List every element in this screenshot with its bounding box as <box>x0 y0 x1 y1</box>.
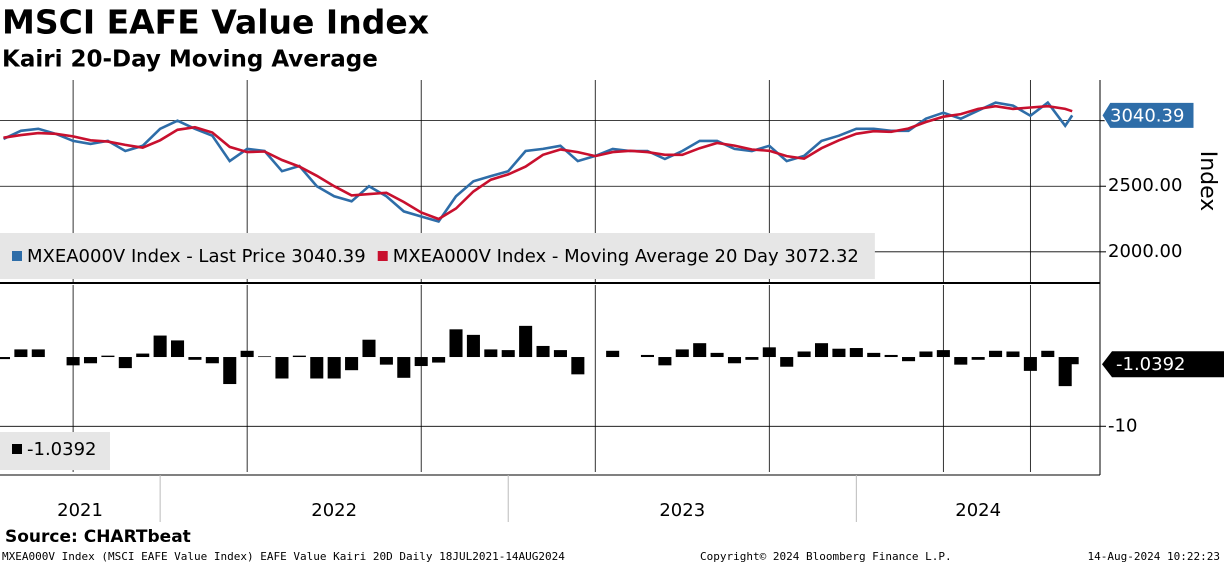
bar <box>188 357 202 360</box>
chart-subtitle: Kairi 20-Day Moving Average <box>2 47 378 73</box>
last-value-label: 3040.39 <box>1110 105 1184 126</box>
bar <box>484 349 498 358</box>
bar <box>553 350 567 358</box>
bar <box>379 357 393 365</box>
bar <box>797 351 811 358</box>
bar <box>727 357 742 364</box>
x-tick-label: 2024 <box>955 500 1001 521</box>
legend-label: MXEA000V Index - Moving Average 20 Day 3… <box>393 246 859 267</box>
bar <box>762 347 776 358</box>
bar <box>101 355 115 358</box>
bar <box>832 348 846 358</box>
bar <box>884 354 898 358</box>
line-series <box>3 104 1073 221</box>
legend-swatch <box>377 251 388 261</box>
bar <box>205 357 219 364</box>
bar <box>223 357 237 385</box>
legend-background <box>0 233 875 279</box>
bar <box>640 354 654 358</box>
bar <box>292 355 306 358</box>
bar <box>745 357 759 360</box>
y-axis-label: Index <box>1195 151 1220 212</box>
bar <box>345 357 359 371</box>
bar <box>153 335 167 358</box>
chart-title: MSCI EAFE Value Index <box>2 3 429 42</box>
last-value-tag <box>1102 351 1224 378</box>
bar <box>501 350 515 358</box>
bar <box>710 352 724 358</box>
bar <box>814 343 829 358</box>
bar <box>258 356 272 358</box>
bar <box>14 349 28 358</box>
bar <box>971 357 985 360</box>
description: MXEA000V Index (MSCI EAFE Value Index) E… <box>2 550 565 563</box>
bar <box>536 345 550 358</box>
bar <box>1023 357 1037 371</box>
y-tick-label: 2000.00 <box>1108 241 1182 262</box>
bar <box>275 357 289 379</box>
bar <box>1041 350 1055 358</box>
bar <box>936 350 950 358</box>
last-value-label: -1.0392 <box>1116 354 1185 375</box>
bar <box>466 334 480 358</box>
bar <box>362 339 376 358</box>
bar <box>675 349 689 358</box>
bar <box>310 357 324 379</box>
bar <box>519 325 533 358</box>
bar <box>606 350 620 358</box>
bar <box>1058 357 1072 387</box>
y-tick-label: 2500.00 <box>1108 175 1182 196</box>
bar <box>432 357 446 363</box>
bar <box>414 357 428 367</box>
bar <box>989 350 1003 358</box>
legend-swatch <box>12 251 22 261</box>
x-tick-label: 2023 <box>659 500 705 521</box>
bar <box>1006 351 1020 358</box>
timestamp: 14-Aug-2024 10:22:23 <box>1088 550 1220 563</box>
bar <box>0 357 11 360</box>
bar <box>449 329 463 358</box>
legend-label: MXEA000V Index - Last Price 3040.39 <box>27 246 366 267</box>
legend-swatch <box>12 444 22 454</box>
bar <box>1065 357 1079 365</box>
x-tick-label: 2022 <box>311 500 357 521</box>
source: Source: CHARTbeat <box>5 527 191 547</box>
bar <box>240 350 254 358</box>
bar <box>397 357 411 378</box>
bar <box>66 357 80 366</box>
bar <box>31 349 45 358</box>
bar <box>327 357 341 379</box>
bar <box>136 353 150 358</box>
bar <box>83 357 98 364</box>
bar <box>118 357 132 369</box>
legend: MXEA000V Index - Last Price 3040.39 MXEA0… <box>0 233 875 279</box>
last-value-tag <box>1101 101 1195 129</box>
bar <box>780 357 794 367</box>
bar <box>919 351 933 358</box>
copyright: Copyright© 2024 Bloomberg Finance L.P. <box>700 550 952 563</box>
bar <box>571 357 585 375</box>
bar <box>171 340 185 358</box>
bar <box>658 357 672 366</box>
bar <box>693 343 707 358</box>
bar <box>849 348 863 358</box>
bar <box>902 357 916 362</box>
x-tick-label: 2021 <box>57 500 103 521</box>
legend-label: -1.0392 <box>27 439 96 460</box>
bar <box>867 352 881 358</box>
bar <box>954 357 968 365</box>
y-tick-label: -10 <box>1108 415 1137 436</box>
